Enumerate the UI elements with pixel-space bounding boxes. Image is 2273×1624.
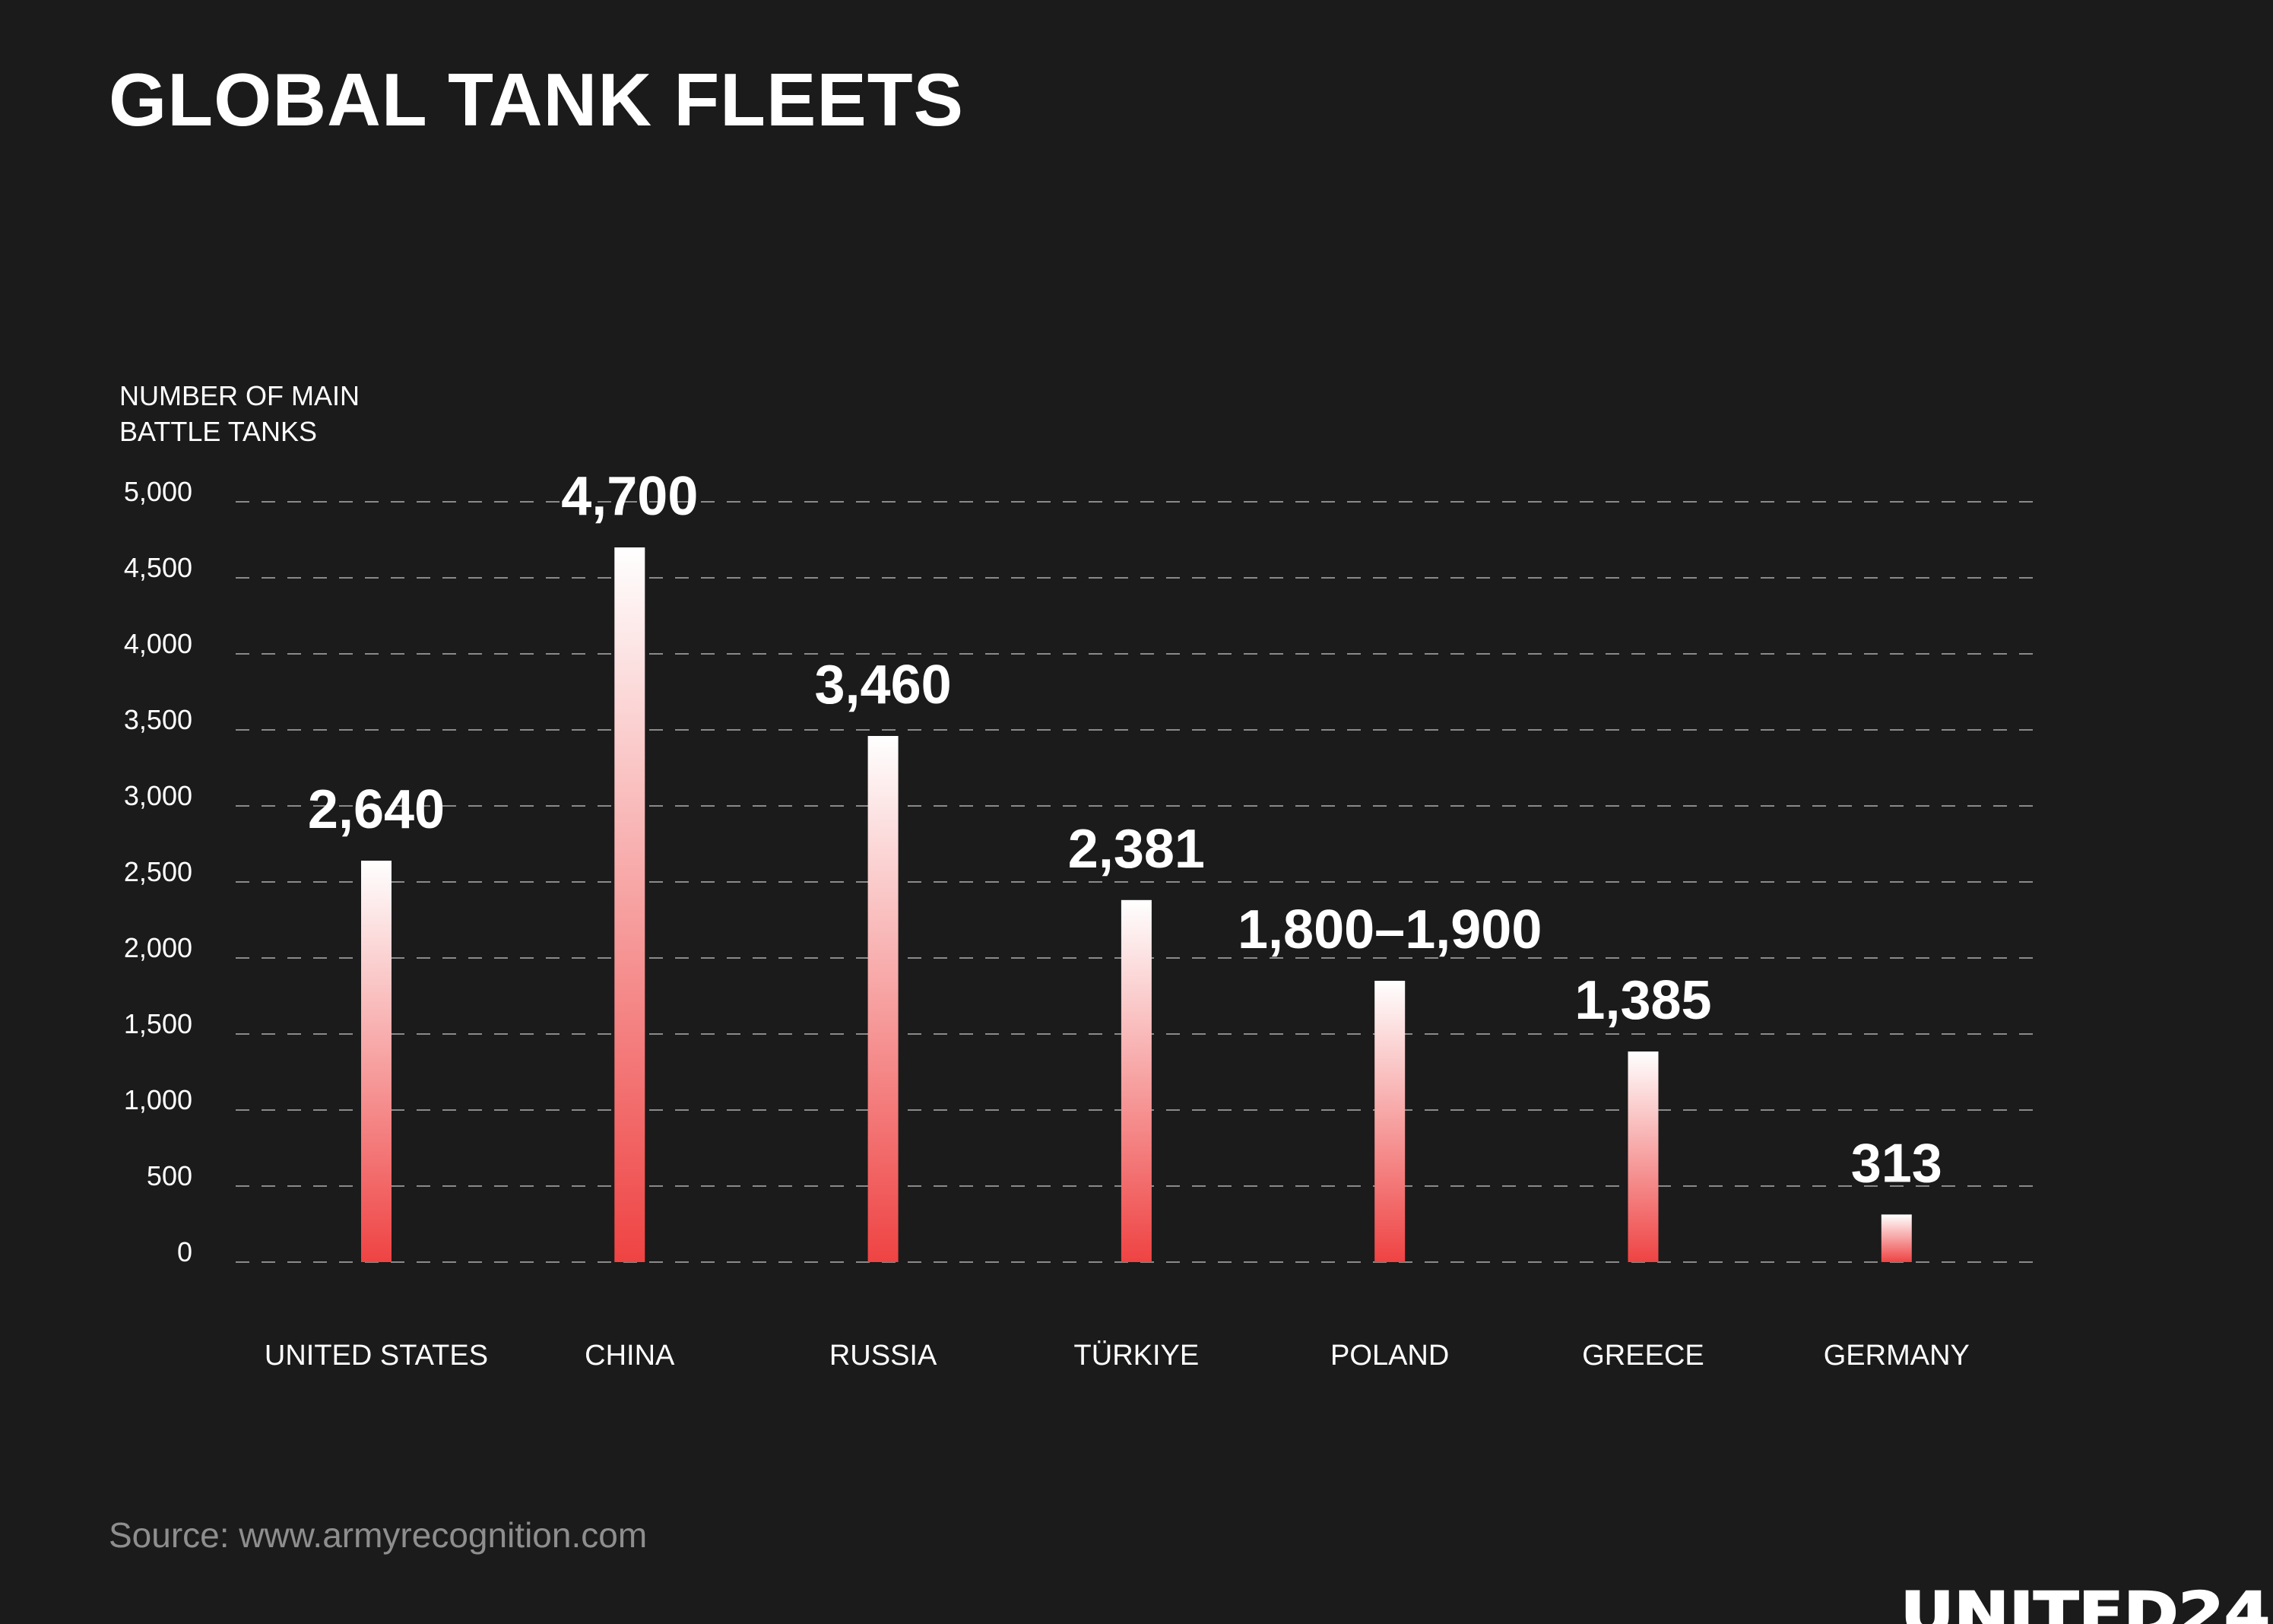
- category-label: POLAND: [1330, 1340, 1449, 1372]
- y-tick-label: 2,500: [124, 856, 192, 887]
- data-label: 3,460: [815, 655, 952, 715]
- data-label: 2,381: [1068, 819, 1205, 880]
- data-label: 4,700: [561, 466, 698, 527]
- y-tick-label: 3,500: [124, 704, 192, 735]
- category-label: RUSSIA: [829, 1340, 937, 1372]
- y-axis-title-line-2: BATTLE TANKS: [119, 416, 317, 447]
- y-axis-title: NUMBER OF MAIN BATTLE TANKS: [119, 380, 360, 447]
- y-axis-title-line-1: NUMBER OF MAIN: [119, 380, 360, 411]
- y-tick-label: 1,500: [124, 1008, 192, 1039]
- y-tick-label: 5,000: [124, 476, 192, 507]
- bar: [1121, 899, 1152, 1262]
- bars: [361, 547, 1912, 1262]
- category-label: GREECE: [1582, 1340, 1704, 1372]
- category-label: TÜRKIYE: [1074, 1340, 1200, 1372]
- y-tick-label: 500: [147, 1160, 192, 1191]
- bar: [1881, 1214, 1912, 1262]
- data-label: 2,640: [308, 779, 445, 840]
- bar: [614, 547, 645, 1262]
- data-label: 313: [1851, 1133, 1942, 1194]
- bar: [1374, 981, 1406, 1262]
- bar: [361, 861, 392, 1262]
- data-label: 1,385: [1574, 970, 1711, 1031]
- page-title: GLOBAL TANK FLEETS: [109, 58, 964, 141]
- source-note: Source: www.armyrecognition.com: [109, 1515, 648, 1555]
- grid-layer: [236, 501, 2041, 1263]
- category-label: UNITED STATES: [265, 1340, 488, 1372]
- y-tick-label: 2,000: [124, 932, 192, 963]
- y-tick-label: 1,000: [124, 1084, 192, 1115]
- category-label: GERMANY: [1824, 1340, 1970, 1372]
- category-labels: UNITED STATES CHINA RUSSIA TÜRKIYE POLAND GRE…: [265, 1340, 1970, 1372]
- data-label: 1,800–1,900: [1238, 899, 1542, 960]
- data-labels: 2,640 4,700 3,460 2,381 1,800–1,900 1,385 313: [308, 466, 1942, 1194]
- y-axis-ticks: 0 500 1,000 1,500 2,000 2,500 3,000 3,500 4,000 4…: [124, 476, 192, 1267]
- category-label: CHINA: [585, 1340, 675, 1372]
- y-tick-label: 3,000: [124, 780, 192, 811]
- united24-logo: UNITED24: [1899, 1588, 2273, 1624]
- y-tick-label: 4,000: [124, 628, 192, 659]
- bar: [867, 736, 899, 1262]
- bar: [1628, 1051, 1659, 1262]
- logo-wordmark: UNITED24: [1901, 1588, 2270, 1624]
- y-tick-label: 4,500: [124, 552, 192, 583]
- y-tick-label: 0: [177, 1236, 192, 1267]
